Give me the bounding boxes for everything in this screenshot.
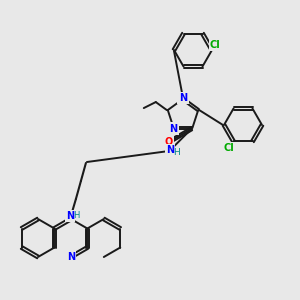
Text: Cl: Cl (210, 40, 220, 50)
Text: H: H (173, 148, 180, 158)
Text: H: H (73, 212, 79, 220)
Text: N: N (179, 93, 187, 103)
Text: O: O (164, 137, 172, 147)
Text: N: N (67, 252, 75, 262)
Text: N: N (66, 211, 74, 221)
Text: N: N (166, 145, 175, 155)
Text: N: N (169, 124, 178, 134)
Text: Cl: Cl (223, 143, 234, 154)
